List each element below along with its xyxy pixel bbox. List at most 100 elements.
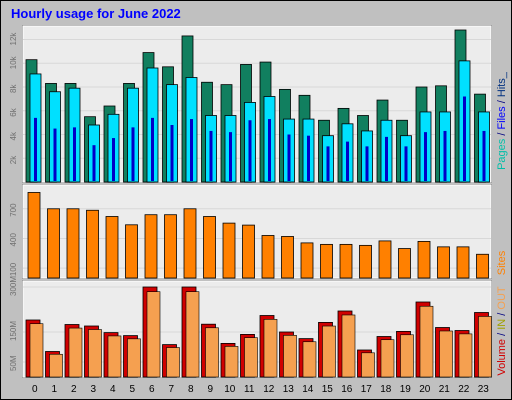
volume-out-bar: [439, 330, 453, 378]
x-tick-label: 0: [32, 384, 38, 395]
volume-out-bar: [107, 335, 122, 378]
pages-bar: [326, 146, 330, 181]
x-tick-label: 16: [341, 384, 353, 395]
x-tick-label: 7: [168, 384, 174, 395]
x-tick-label: 2: [71, 384, 77, 395]
y-tick-label: 300M: [9, 276, 18, 296]
pages-bar: [248, 120, 252, 181]
x-tick-label: 12: [263, 384, 275, 395]
sites-bar: [105, 216, 119, 279]
x-tick-label: 23: [478, 384, 490, 395]
x-tick-label: 18: [380, 384, 392, 395]
pages-bar: [404, 146, 408, 181]
pages-bar: [170, 125, 174, 181]
sites-bar: [476, 253, 489, 279]
x-tick-label: 14: [302, 384, 314, 395]
pages-bar: [53, 128, 57, 181]
volume-out-bar: [166, 347, 180, 378]
x-tick-label: 17: [361, 384, 373, 395]
y-tick-label: 100: [9, 262, 18, 276]
x-tick-label: 5: [129, 384, 135, 395]
volume-out-bar: [361, 352, 375, 378]
x-tick-label: 22: [458, 384, 470, 395]
side-label-part: /: [496, 130, 508, 139]
panel-2: [22, 184, 492, 279]
y-tick-label: 10k: [9, 55, 18, 69]
sites-label: Sites: [496, 250, 508, 275]
sites-bar: [164, 214, 177, 279]
side-label-part: Hits: [496, 78, 508, 97]
pages-bar: [346, 141, 349, 181]
pages-bar: [92, 145, 96, 181]
x-tick-label: 10: [224, 384, 236, 395]
volume-out-bar: [478, 316, 492, 378]
sites-bar: [27, 192, 41, 279]
pages-bar: [73, 127, 76, 181]
y-tick-label: 150M: [9, 321, 18, 341]
pages-bar: [463, 96, 466, 181]
y-tick-label: 400: [9, 233, 18, 247]
sites-bar: [320, 243, 333, 279]
side-label-part: /: [496, 330, 508, 339]
x-tick-label: 8: [188, 384, 194, 395]
sites-bar: [417, 241, 431, 279]
sites-bar: [183, 208, 197, 279]
pages-bar: [365, 146, 369, 181]
pages-bar: [34, 117, 37, 181]
volume-out-bar: [419, 305, 434, 378]
side-label-part: Volume: [496, 339, 508, 376]
side-label-part: Sites: [496, 250, 508, 275]
x-tick-label: 21: [439, 384, 451, 395]
x-tick-label: 19: [400, 384, 412, 395]
y-tick-label: 12k: [9, 32, 18, 46]
pages-bar: [307, 135, 310, 181]
pages-bar: [385, 136, 388, 181]
x-tick-label: 13: [283, 384, 295, 395]
volume-out-bar: [49, 353, 63, 378]
pages-bar: [229, 132, 232, 181]
y-tick-label: 2k: [9, 155, 18, 164]
pages-bar: [209, 130, 213, 181]
sites-bar: [398, 248, 411, 279]
x-tick-label: 4: [110, 384, 116, 395]
sites-bar: [242, 224, 255, 279]
pages-bar: [443, 130, 447, 181]
y-tick-label: 4k: [9, 131, 18, 140]
sites-bar: [203, 216, 216, 279]
volume-out-bar: [205, 327, 219, 378]
volume-out-bar: [244, 337, 258, 378]
side-label-part: IN: [496, 319, 508, 330]
y-tick-label: 50M: [9, 355, 18, 371]
x-tick-label: 9: [207, 384, 213, 395]
pages-bar: [424, 132, 427, 181]
sites-bar: [47, 208, 60, 279]
pages-bar: [482, 130, 486, 181]
x-tick-label: 11: [244, 384, 255, 395]
volume-out-bar: [263, 319, 278, 378]
volume-in-out-label: Volume / IN / OUT: [496, 286, 508, 376]
volume-out-bar: [283, 335, 297, 378]
sites-bar: [456, 246, 470, 279]
pages-bar: [131, 127, 135, 181]
x-tick-label: 6: [149, 384, 155, 395]
sites-bar: [86, 209, 99, 279]
volume-out-bar: [302, 341, 317, 378]
volume-out-bar: [185, 291, 200, 378]
volume-out-bar: [127, 338, 141, 378]
x-tick-label: 3: [90, 384, 96, 395]
side-label-part: Pages: [496, 138, 508, 170]
sites-bar: [125, 224, 138, 279]
x-tick-label: 20: [419, 384, 431, 395]
y-tick-label: 700: [9, 203, 18, 217]
sites-bar: [359, 244, 372, 279]
volume-out-bar: [146, 291, 161, 378]
y-tick-label: 8k: [9, 84, 18, 93]
volume-out-bar: [68, 327, 83, 378]
volume-out-bar: [380, 339, 395, 378]
volume-out-bar: [88, 329, 102, 378]
volume-out-bar: [224, 346, 239, 378]
sites-bar: [378, 240, 392, 279]
volume-out-bar: [341, 314, 356, 378]
pages-bar: [190, 119, 193, 181]
